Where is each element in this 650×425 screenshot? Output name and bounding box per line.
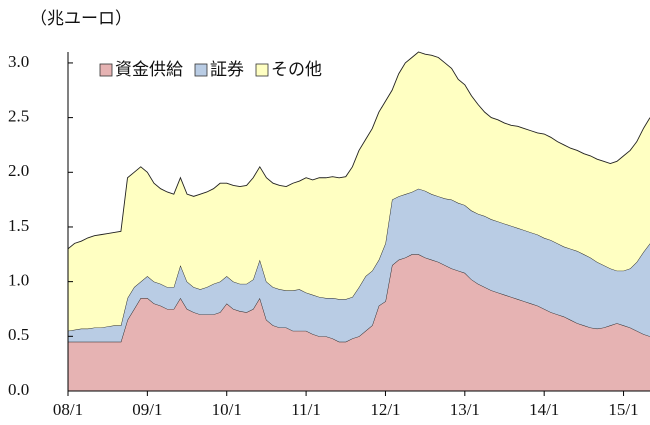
area xyxy=(68,52,650,331)
y-tick-label: 0.5 xyxy=(8,325,29,344)
x-tick-label: 10/1 xyxy=(212,400,242,419)
legend-swatch xyxy=(194,63,208,77)
x-tick-label: 11/1 xyxy=(291,400,321,419)
area xyxy=(68,254,650,391)
unit-label: （兆ユーロ） xyxy=(30,9,132,28)
y-tick-label: 2.0 xyxy=(8,161,29,180)
x-tick-label: 12/1 xyxy=(370,400,400,419)
area-edge xyxy=(67,51,650,250)
legend-label: 証券 xyxy=(210,60,244,79)
x-tick-label: 08/1 xyxy=(53,400,83,419)
legend-swatch xyxy=(99,63,113,77)
y-tick-label: 0.0 xyxy=(8,380,29,399)
legend-label: 資金供給 xyxy=(115,60,183,79)
y-tick-label: 1.5 xyxy=(8,216,29,235)
x-tick-label: 13/1 xyxy=(450,400,480,419)
y-tick-label: 1.0 xyxy=(8,271,29,290)
area xyxy=(68,188,650,342)
y-tick-label: 2.5 xyxy=(8,107,29,126)
x-tick-label: 14/1 xyxy=(529,400,559,419)
y-tick-label: 3.0 xyxy=(8,52,29,71)
legend-label: その他 xyxy=(271,60,322,79)
plot-area xyxy=(67,51,650,391)
legend-swatch xyxy=(255,63,269,77)
x-tick-label: 15/1 xyxy=(608,400,638,419)
x-tick-label: 09/1 xyxy=(132,400,162,419)
